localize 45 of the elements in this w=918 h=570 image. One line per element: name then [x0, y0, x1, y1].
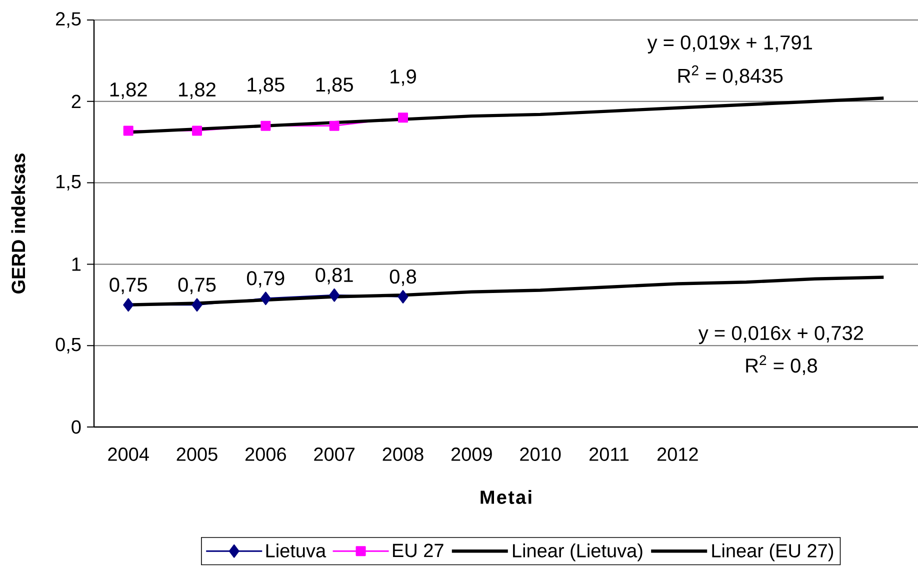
data-label: 1,82: [110, 82, 147, 99]
annotation: R$^{2}$ = 0,8435: [678, 65, 783, 86]
point: [329, 120, 340, 131]
x-tick-label: 2007: [314, 448, 355, 461]
x-tick-label: 2008: [382, 448, 424, 461]
point: [123, 126, 134, 136]
data-label: 1,85: [248, 78, 284, 94]
annotation: y = 0,016x + 0,732: [698, 326, 864, 344]
data-label: 1,82: [179, 82, 216, 99]
data-label: 0,75: [178, 278, 216, 294]
x-tick-label: 2006: [245, 448, 286, 461]
x-axis-title: Metai: [480, 490, 532, 504]
point: [398, 290, 408, 304]
y-tick-label: 1: [72, 258, 81, 271]
data-label: 1,85: [316, 78, 353, 94]
annotation: R$^{2}$ = 0,8: [746, 355, 817, 376]
data-label: 1,9: [390, 69, 416, 86]
data-label: 0,79: [246, 271, 284, 288]
point: [398, 112, 408, 123]
x-tick-label: 2012: [657, 448, 698, 461]
legend-label: Linear (EU 27): [712, 543, 834, 562]
x-tick-label: 2009: [451, 448, 492, 461]
y-tick-label: 0: [72, 420, 81, 434]
y-tick-label: 1,5: [56, 175, 81, 191]
x-tick-label: 2010: [520, 448, 561, 461]
point: [260, 292, 271, 306]
x-tick-label: 2004: [108, 448, 149, 461]
point: [329, 288, 340, 302]
point: [192, 298, 202, 312]
legend-label: Linear (Lietuva): [513, 543, 642, 562]
data-label: 0,75: [110, 278, 147, 294]
x-tick-label: 2005: [176, 448, 218, 461]
legend-label: Lietuva: [266, 543, 326, 558]
point: [192, 126, 202, 136]
x-tick-label: 2011: [590, 448, 628, 461]
y-tick-label: 2,5: [56, 12, 81, 28]
data-label: 0,8: [390, 269, 416, 286]
annotation: y = 0,019x + 1,791: [647, 35, 812, 54]
legend-label: EU 27: [393, 544, 444, 558]
y-tick-label: 2: [72, 94, 81, 108]
point: [260, 120, 271, 131]
data-label: 0,81: [316, 268, 353, 284]
point: [123, 298, 134, 312]
y-axis-title: GERD indeksas: [11, 154, 26, 294]
y-tick-label: 0,5: [56, 338, 81, 354]
